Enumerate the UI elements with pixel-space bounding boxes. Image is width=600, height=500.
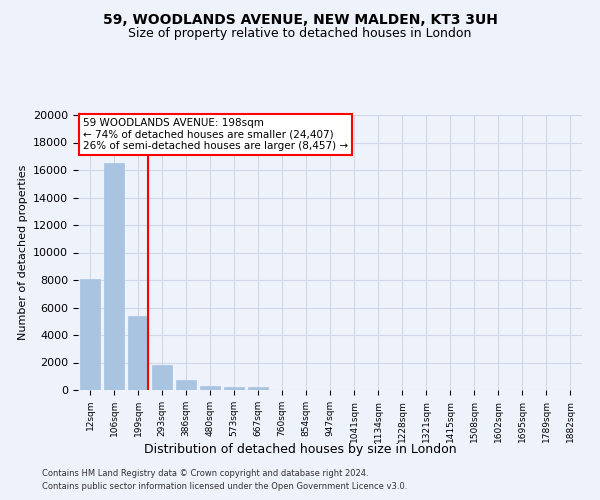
Bar	[200, 386, 220, 390]
Bar	[104, 163, 124, 390]
Bar	[152, 364, 172, 390]
Text: Distribution of detached houses by size in London: Distribution of detached houses by size …	[143, 442, 457, 456]
Text: 59, WOODLANDS AVENUE, NEW MALDEN, KT3 3UH: 59, WOODLANDS AVENUE, NEW MALDEN, KT3 3U…	[103, 12, 497, 26]
Bar	[80, 278, 100, 390]
Bar	[224, 386, 244, 390]
Y-axis label: Number of detached properties: Number of detached properties	[17, 165, 28, 340]
Bar	[248, 387, 268, 390]
Bar	[176, 380, 196, 390]
Text: Contains public sector information licensed under the Open Government Licence v3: Contains public sector information licen…	[42, 482, 407, 491]
Text: Contains HM Land Registry data © Crown copyright and database right 2024.: Contains HM Land Registry data © Crown c…	[42, 468, 368, 477]
Bar	[128, 316, 148, 390]
Text: 59 WOODLANDS AVENUE: 198sqm
← 74% of detached houses are smaller (24,407)
26% of: 59 WOODLANDS AVENUE: 198sqm ← 74% of det…	[83, 118, 348, 151]
Text: Size of property relative to detached houses in London: Size of property relative to detached ho…	[128, 28, 472, 40]
